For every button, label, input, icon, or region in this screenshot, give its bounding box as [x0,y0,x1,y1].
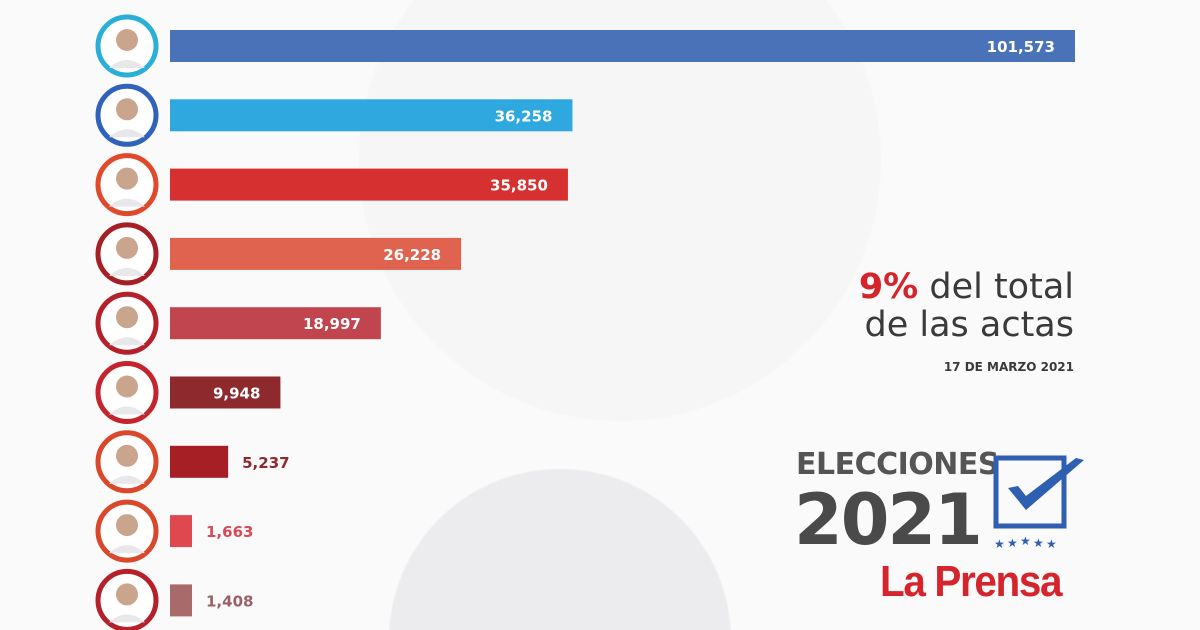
bar-value-label: 35,850 [490,177,548,195]
bar-value-label: 9,948 [213,385,260,403]
candidate-shoulders-icon [109,614,145,623]
candidate-face-icon [116,444,138,467]
bar-value-label: 18,997 [303,315,361,333]
candidate-face-icon [116,167,138,190]
candidate-shoulders-icon [109,198,145,207]
bar-value-label: 5,237 [242,454,289,472]
progress-note: 9% del total de las actas [859,268,1074,344]
note-percent: 9% [858,267,919,307]
bar-value-label: 1,663 [206,523,253,541]
bar [170,515,192,548]
logo-year: 2021 [794,479,983,561]
bar [170,237,462,270]
logo-word: ELECCIONES [796,447,1000,482]
candidate-face-icon [116,306,138,329]
bar-value-label: 101,573 [987,38,1055,56]
bar [170,584,192,617]
bar-value-label: 1,408 [206,592,253,610]
elecciones-logo: ELECCIONES 2021 ★ ★ ★ ★ ★ La Prensa [794,448,1094,610]
bar [170,445,229,478]
svg-text:★: ★ [1033,536,1044,550]
bar [170,168,568,201]
bar [170,99,573,132]
candidate-shoulders-icon [109,545,145,554]
bar-value-label: 36,258 [495,107,553,125]
candidate-face-icon [116,236,138,259]
date-label: 17 DE MARZO 2021 [943,360,1074,374]
candidate-shoulders-icon [109,406,145,415]
candidate-shoulders-icon [109,337,145,346]
candidate-shoulders-icon [109,60,145,68]
candidate-shoulders-icon [109,475,145,484]
svg-text:★: ★ [994,537,1005,551]
note-line1: del total [918,267,1074,307]
candidate-face-icon [116,583,138,606]
candidate-shoulders-icon [109,129,145,138]
svg-text:★: ★ [1007,536,1018,550]
bar-value-label: 26,228 [383,246,441,264]
candidate-face-icon [116,98,138,121]
svg-text:★: ★ [1046,537,1057,551]
bar [170,376,281,409]
candidate-face-icon [116,375,138,398]
logo-brand: La Prensa [880,557,1062,606]
candidate-face-icon [116,514,138,537]
checkbox-check-icon: ★ ★ ★ ★ ★ [993,455,1084,551]
note-line2: de las actas [864,305,1074,345]
bar [170,30,1075,62]
svg-text:★: ★ [1020,534,1031,548]
bar [170,307,381,340]
candidate-face-icon [116,29,138,51]
candidate-shoulders-icon [109,267,145,276]
